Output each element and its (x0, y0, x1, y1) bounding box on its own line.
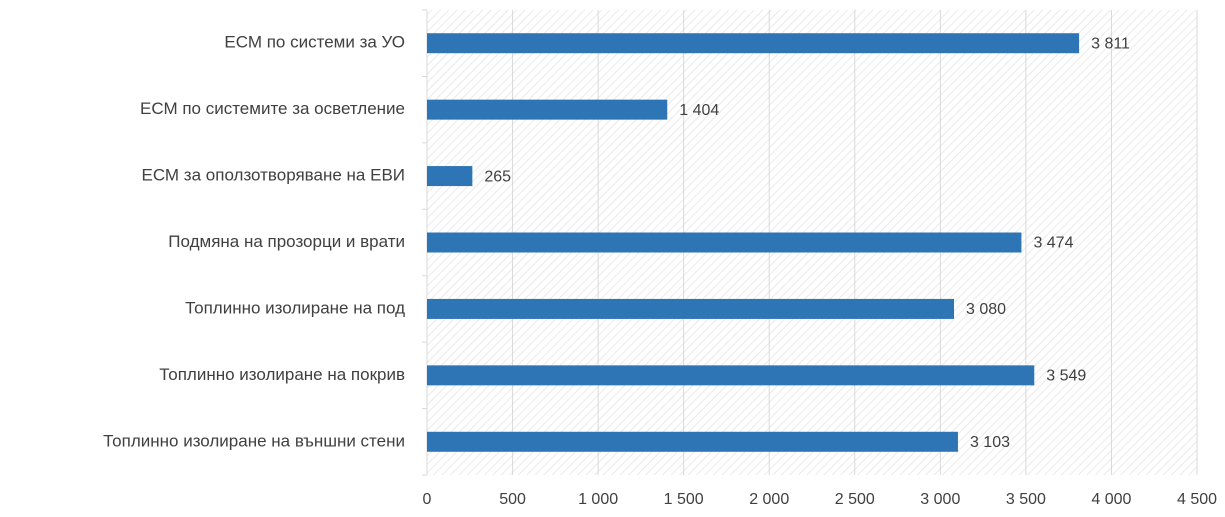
data-label: 3 811 (1091, 35, 1130, 52)
y-tick-label: Топлинно изолиране на покрив (159, 365, 405, 384)
y-tick-label: ЕСМ по системи за УО (224, 33, 405, 52)
data-label: 3 549 (1046, 368, 1086, 385)
bar (427, 431, 958, 452)
bar (427, 298, 955, 319)
y-tick-label: ЕСМ за оползотворяване на ЕВИ (142, 166, 406, 185)
data-label: 3 103 (970, 434, 1010, 451)
data-label: 1 404 (679, 102, 719, 119)
data-label: 3 080 (966, 301, 1006, 318)
y-tick-label: Топлинно изолиране на под (185, 298, 405, 317)
x-tick-label: 1 000 (578, 491, 618, 508)
y-tick-label: Подмяна на прозорци и врати (168, 232, 405, 251)
bar (427, 365, 1035, 386)
bar (427, 33, 1080, 54)
x-tick-label: 2 000 (749, 491, 789, 508)
x-tick-label: 3 000 (920, 491, 960, 508)
bar (427, 166, 473, 187)
x-tick-label: 1 500 (664, 491, 704, 508)
x-tick-label: 0 (423, 491, 432, 508)
data-label: 3 474 (1033, 235, 1073, 252)
data-label: 265 (484, 168, 511, 185)
bar (427, 232, 1022, 253)
x-tick-label: 500 (499, 491, 526, 508)
y-tick-label: ЕСМ по системите за осветление (140, 99, 405, 118)
bar (427, 99, 668, 120)
x-tick-label: 4 500 (1177, 491, 1217, 508)
x-tick-label: 3 500 (1006, 491, 1046, 508)
x-tick-label: 2 500 (835, 491, 875, 508)
y-tick-label: Топлинно изолиране на външни стени (103, 431, 405, 450)
x-tick-label: 4 000 (1091, 491, 1131, 508)
